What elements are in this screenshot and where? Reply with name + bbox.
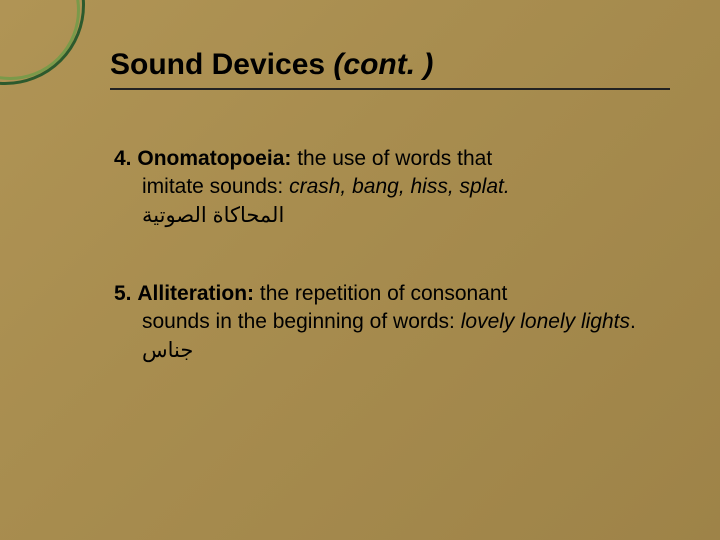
item-examples: crash, bang, hiss, splat. (289, 175, 510, 198)
slide-content: Sound Devices (cont. ) 4. Onomatopoeia: … (110, 48, 670, 415)
item-trailing: . (630, 310, 636, 333)
item-def-cont: imitate sounds: (142, 175, 289, 198)
item-def-cont: sounds in the beginning of words: (142, 310, 461, 333)
item-examples: lovely lonely lights (461, 310, 630, 333)
list-item: 5. Alliteration: the repetition of conso… (110, 280, 670, 365)
list-item: 4. Onomatopoeia: the use of words that i… (110, 145, 670, 230)
corner-decoration-outer (0, 0, 85, 85)
title-main: Sound Devices (110, 48, 325, 81)
item-arabic: جناس (142, 337, 193, 365)
item-term: Alliteration: (137, 282, 254, 305)
item-arabic: المحاكاة الصوتية (114, 202, 284, 230)
corner-decoration-inner (0, 0, 80, 80)
item-term: Onomatopoeia: (137, 147, 291, 170)
item-def: the use of words that (291, 147, 492, 170)
item-number: 5. (114, 282, 132, 305)
slide-title: Sound Devices (cont. ) (110, 48, 670, 90)
item-def: the repetition of consonant (254, 282, 507, 305)
title-cont: (cont. ) (333, 48, 433, 81)
item-number: 4. (114, 147, 132, 170)
